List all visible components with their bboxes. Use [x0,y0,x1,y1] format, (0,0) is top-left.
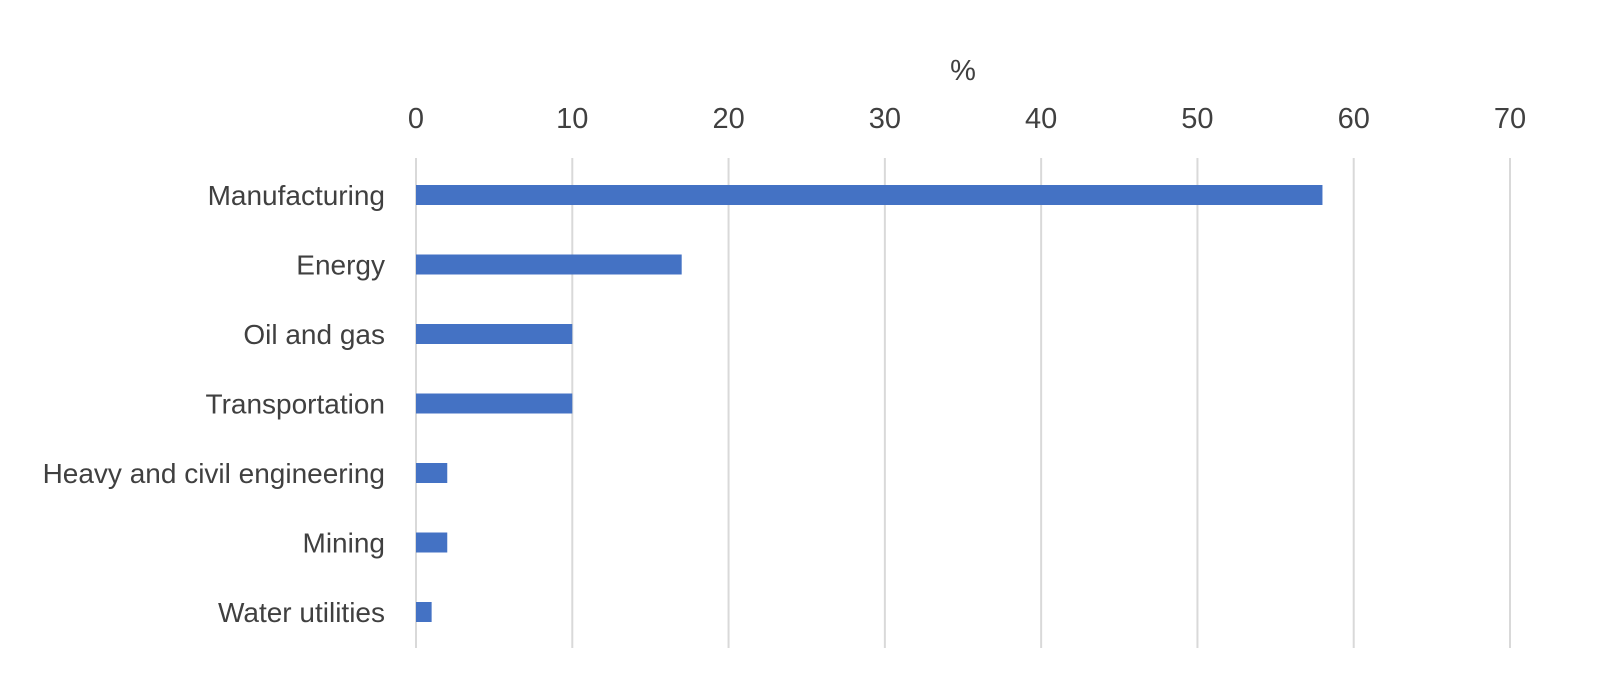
bar [416,602,432,622]
bar [416,463,448,483]
category-label: Oil and gas [243,319,385,350]
x-tick-label: 70 [1494,103,1526,135]
bars [416,185,1323,622]
gridlines [415,158,1511,648]
category-label: Manufacturing [208,180,385,211]
bar [416,532,448,553]
category-label: Water utilities [218,597,385,628]
bar [416,324,573,344]
x-tick-label: 10 [556,103,588,135]
category-label: Transportation [206,389,386,420]
category-label: Mining [303,528,385,559]
x-axis-title: % [950,55,976,87]
category-label: Heavy and civil engineering [43,458,385,489]
category-label: Energy [296,250,385,281]
x-tick-label: 60 [1338,103,1370,135]
x-tick-label: 20 [712,103,744,135]
category-labels: Manufacturing Energy Oil and gas Transporta… [43,180,385,628]
x-tick-label: 0 [408,103,424,135]
x-tick-label: 40 [1025,103,1057,135]
x-tick-label: 30 [869,103,901,135]
bar [416,254,682,275]
x-tick-labels: 0 10 20 30 40 50 60 70 [408,103,1526,135]
bar [416,185,1323,205]
x-tick-label: 50 [1181,103,1213,135]
bar [416,393,573,414]
